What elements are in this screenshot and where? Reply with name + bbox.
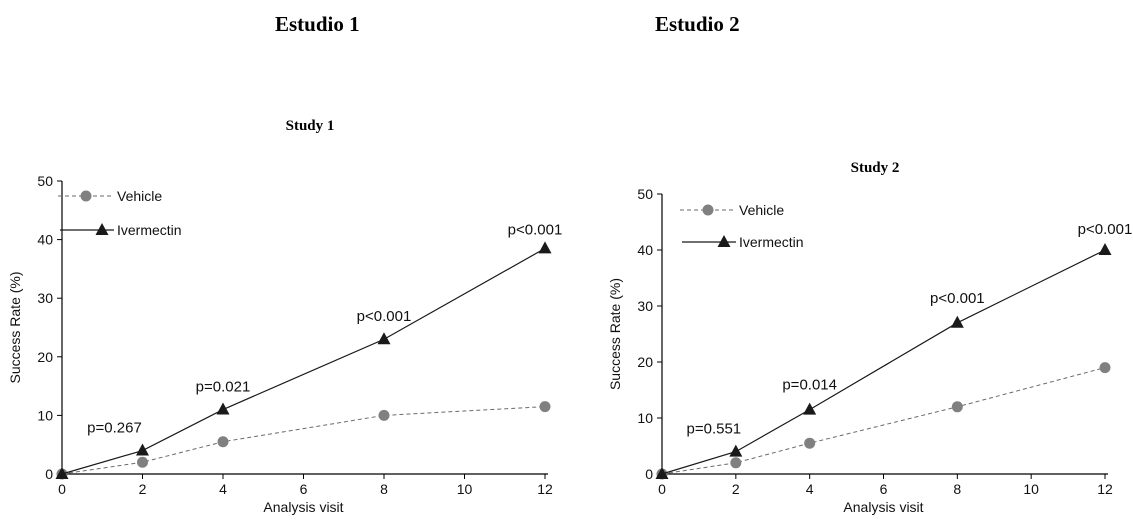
legend-marker-vehicle bbox=[702, 204, 714, 216]
x-tick-label: 8 bbox=[380, 481, 388, 497]
vehicle-point bbox=[730, 457, 742, 469]
legend-marker-vehicle bbox=[80, 190, 92, 202]
ivermectin-point bbox=[55, 467, 69, 479]
vehicle-point bbox=[951, 401, 963, 413]
y-axis-label: Success Rate (%) bbox=[607, 278, 623, 390]
x-tick-label: 0 bbox=[658, 481, 666, 497]
vehicle-point bbox=[804, 437, 816, 449]
vehicle-point bbox=[137, 456, 148, 468]
y-tick-label: 20 bbox=[637, 354, 653, 370]
ivermectin-point bbox=[377, 332, 391, 345]
series-line-ivermectin bbox=[61, 247, 546, 475]
x-tick-label: 10 bbox=[1023, 481, 1039, 497]
vehicle-point bbox=[378, 409, 390, 421]
ivermectin-point bbox=[655, 467, 669, 479]
series-line-ivermectin bbox=[661, 249, 1106, 475]
legend: Vehicle Ivermectin bbox=[680, 202, 804, 250]
x-tick-label: 4 bbox=[806, 481, 814, 497]
y-tick-label: 10 bbox=[637, 410, 653, 426]
p-value-label: p=0.014 bbox=[782, 377, 837, 394]
y-tick-label: 20 bbox=[37, 349, 53, 365]
x-tick-label: 6 bbox=[300, 481, 308, 497]
y-tick-label: 50 bbox=[37, 173, 53, 189]
ivermectin-point bbox=[136, 443, 149, 456]
ivermectin-point bbox=[950, 315, 964, 328]
chart-2: Study 2 0 10 20 30 40 50 0 2 4 6 8 10 12 Analysis visi… bbox=[607, 160, 1132, 515]
series-line-vehicle bbox=[661, 367, 1106, 475]
y-tick-label: 40 bbox=[637, 242, 653, 258]
x-tick-label: 10 bbox=[457, 481, 473, 497]
p-value-label: p<0.001 bbox=[1078, 221, 1133, 238]
ivermectin-point bbox=[1098, 243, 1112, 255]
p-value-label: p<0.001 bbox=[357, 308, 412, 325]
x-tick-label: 0 bbox=[58, 481, 66, 497]
ivermectin-point bbox=[216, 402, 230, 415]
y-tick-label: 30 bbox=[37, 290, 53, 306]
heading-estudio-2: Estudio 2 bbox=[655, 12, 740, 36]
vehicle-point bbox=[1099, 362, 1111, 374]
ivermectin-point bbox=[803, 402, 817, 415]
x-tick-label: 2 bbox=[732, 481, 740, 497]
legend-label-vehicle: Vehicle bbox=[117, 188, 162, 204]
x-axis-label: Analysis visit bbox=[263, 499, 343, 515]
legend-label-vehicle: Vehicle bbox=[739, 202, 784, 218]
legend: Vehicle Ivermectin bbox=[58, 188, 182, 238]
p-value-label: p=0.021 bbox=[196, 379, 251, 396]
p-value-label: p<0.001 bbox=[508, 221, 563, 238]
chart-1: Study 1 0 10 20 30 40 50 0 2 4 6 8 10 12 Analysis visi… bbox=[7, 118, 562, 515]
y-tick-label: 0 bbox=[45, 466, 53, 482]
y-tick-label: 50 bbox=[637, 186, 653, 202]
x-tick-label: 4 bbox=[219, 481, 227, 497]
y-tick-label: 0 bbox=[645, 466, 653, 482]
legend-marker-ivermectin bbox=[717, 235, 731, 247]
p-value-label: p=0.551 bbox=[687, 421, 742, 438]
x-tick-label: 8 bbox=[953, 481, 961, 497]
p-value-label: p<0.001 bbox=[930, 290, 985, 307]
legend-marker-ivermectin bbox=[95, 223, 109, 235]
legend-label-ivermectin: Ivermectin bbox=[739, 234, 804, 250]
vehicle-point bbox=[539, 401, 551, 413]
y-tick-label: 30 bbox=[637, 298, 653, 314]
y-tick-label: 10 bbox=[37, 407, 53, 423]
series-line-vehicle bbox=[61, 406, 546, 475]
x-tick-label: 12 bbox=[1097, 481, 1113, 497]
chart-title: Study 1 bbox=[286, 118, 335, 134]
y-axis-label: Success Rate (%) bbox=[7, 271, 23, 383]
x-tick-label: 12 bbox=[537, 481, 553, 497]
ivermectin-point bbox=[729, 444, 743, 457]
y-tick-label: 40 bbox=[37, 232, 53, 248]
ivermectin-point bbox=[538, 241, 552, 254]
heading-estudio-1: Estudio 1 bbox=[275, 12, 360, 36]
legend-label-ivermectin: Ivermectin bbox=[117, 222, 182, 238]
x-tick-label: 6 bbox=[880, 481, 888, 497]
chart-title: Study 2 bbox=[851, 160, 900, 176]
x-axis-label: Analysis visit bbox=[843, 499, 923, 515]
x-tick-label: 2 bbox=[139, 481, 147, 497]
p-value-label: p=0.267 bbox=[87, 420, 142, 437]
vehicle-point bbox=[217, 436, 229, 448]
